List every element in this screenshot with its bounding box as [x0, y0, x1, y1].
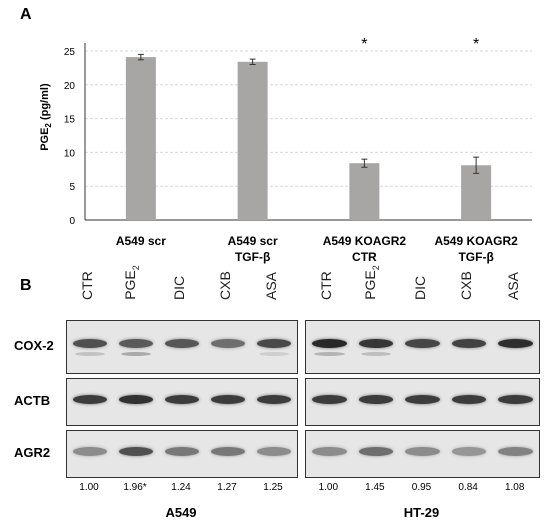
- quant-value: 1.00: [318, 482, 339, 493]
- quant-value: 1.00: [79, 482, 99, 493]
- x-category-line2: TGF-β: [458, 250, 494, 264]
- band: [165, 447, 199, 456]
- x-category-line1: A549 scr: [115, 234, 166, 248]
- band: [73, 339, 107, 348]
- lane-label-text: CTR: [79, 271, 95, 300]
- bar-chart: 0 5 10 15 20 25 * *: [64, 36, 532, 227]
- band: [498, 395, 533, 404]
- band: [257, 447, 291, 456]
- cell-line-label: A549: [165, 505, 197, 520]
- band: [498, 339, 533, 348]
- x-category-line2: CTR: [352, 250, 377, 264]
- row-label: ACTB: [14, 393, 51, 408]
- band: [73, 395, 107, 404]
- lane-label-subscript: 2: [370, 265, 381, 271]
- x-category-label: A549 scr: [76, 233, 206, 249]
- lane-label-text: PGE: [362, 270, 379, 300]
- band: [211, 447, 245, 456]
- lane-label-text: CXB: [217, 271, 233, 300]
- band: [312, 395, 347, 404]
- band: [119, 395, 153, 404]
- x-category-line2: TGF-β: [234, 250, 271, 264]
- bar: [125, 57, 156, 220]
- band: [165, 339, 199, 348]
- band-faint: [360, 352, 392, 356]
- y-tick-label: 10: [64, 148, 76, 159]
- significance-star: *: [361, 36, 367, 53]
- lane-label-text: DIC: [171, 275, 187, 300]
- blot-actb: [305, 378, 540, 426]
- panel-a-letter: A: [20, 6, 32, 23]
- quant-value: 1.25: [263, 482, 283, 493]
- band: [165, 395, 199, 404]
- quant-value: 1.27: [217, 482, 237, 493]
- lane-label-text: CTR: [318, 271, 335, 300]
- y-tick-label: 20: [64, 81, 76, 92]
- quant-value: 0.95: [411, 482, 432, 493]
- quant-value: 1.45: [365, 482, 385, 493]
- band: [451, 447, 487, 456]
- y-tick-label: 0: [69, 216, 75, 227]
- x-category-line1: A549 KOAGR2: [322, 234, 407, 248]
- x-category-line1: A549 scr: [227, 234, 278, 248]
- bar: [349, 163, 380, 220]
- significance-star: *: [473, 36, 479, 53]
- band: [405, 339, 440, 348]
- band: [451, 395, 487, 404]
- band-faint: [314, 352, 345, 356]
- band: [211, 339, 245, 348]
- x-category-label: A549 KOAGR2 TGF-β: [411, 233, 541, 265]
- lane-label-text: ASA: [263, 271, 279, 300]
- band: [312, 339, 347, 348]
- blot-agr2: [305, 430, 540, 478]
- band: [358, 395, 394, 404]
- band: [211, 395, 245, 404]
- band: [405, 447, 440, 456]
- band: [358, 339, 394, 348]
- band-faint: [259, 352, 289, 356]
- quant-value: 0.84: [458, 482, 478, 493]
- y-tick-label: 5: [69, 182, 75, 193]
- band: [119, 339, 153, 348]
- quant-value: 1.24: [171, 482, 191, 493]
- y-tick-label: 15: [64, 115, 76, 126]
- blot-cox-2: [305, 320, 540, 374]
- bar: [461, 165, 492, 220]
- error-bar: [361, 158, 368, 168]
- band: [73, 447, 107, 456]
- band: [257, 395, 291, 404]
- band: [257, 339, 291, 348]
- x-category-label: A549 KOAGR2 CTR: [299, 233, 429, 265]
- lane-label-text: CXB: [458, 271, 475, 300]
- panel-b-letter: B: [20, 277, 32, 294]
- band-faint: [75, 352, 105, 356]
- lane-label-text: PGE: [122, 270, 139, 300]
- bar: [237, 61, 268, 220]
- error-bar: [249, 58, 256, 66]
- lane-label-text: DIC: [411, 275, 428, 300]
- band: [312, 447, 347, 456]
- band: [358, 447, 394, 456]
- band: [498, 447, 533, 456]
- blot-actb: [66, 378, 298, 426]
- blot-agr2: [66, 430, 298, 478]
- y-tick-label: 25: [64, 47, 76, 58]
- band: [119, 447, 153, 456]
- row-label: COX-2: [14, 338, 54, 353]
- cell-line-label: HT-29: [403, 505, 440, 520]
- x-category-label: A549 scr TGF-β: [188, 233, 318, 265]
- row-label: AGR2: [14, 445, 51, 460]
- quant-value: 1.08: [504, 482, 525, 493]
- x-category-line1: A549 KOAGR2: [434, 234, 518, 248]
- band-faint: [121, 352, 151, 356]
- blot-cox-2: [66, 320, 298, 374]
- quant-value: 1.96*: [123, 482, 147, 493]
- lane-label-text: ASA: [504, 271, 521, 300]
- band: [451, 339, 487, 348]
- band: [405, 395, 440, 404]
- lane-label-subscript: 2: [131, 265, 141, 271]
- error-bar: [137, 53, 144, 61]
- error-bar: [473, 156, 480, 174]
